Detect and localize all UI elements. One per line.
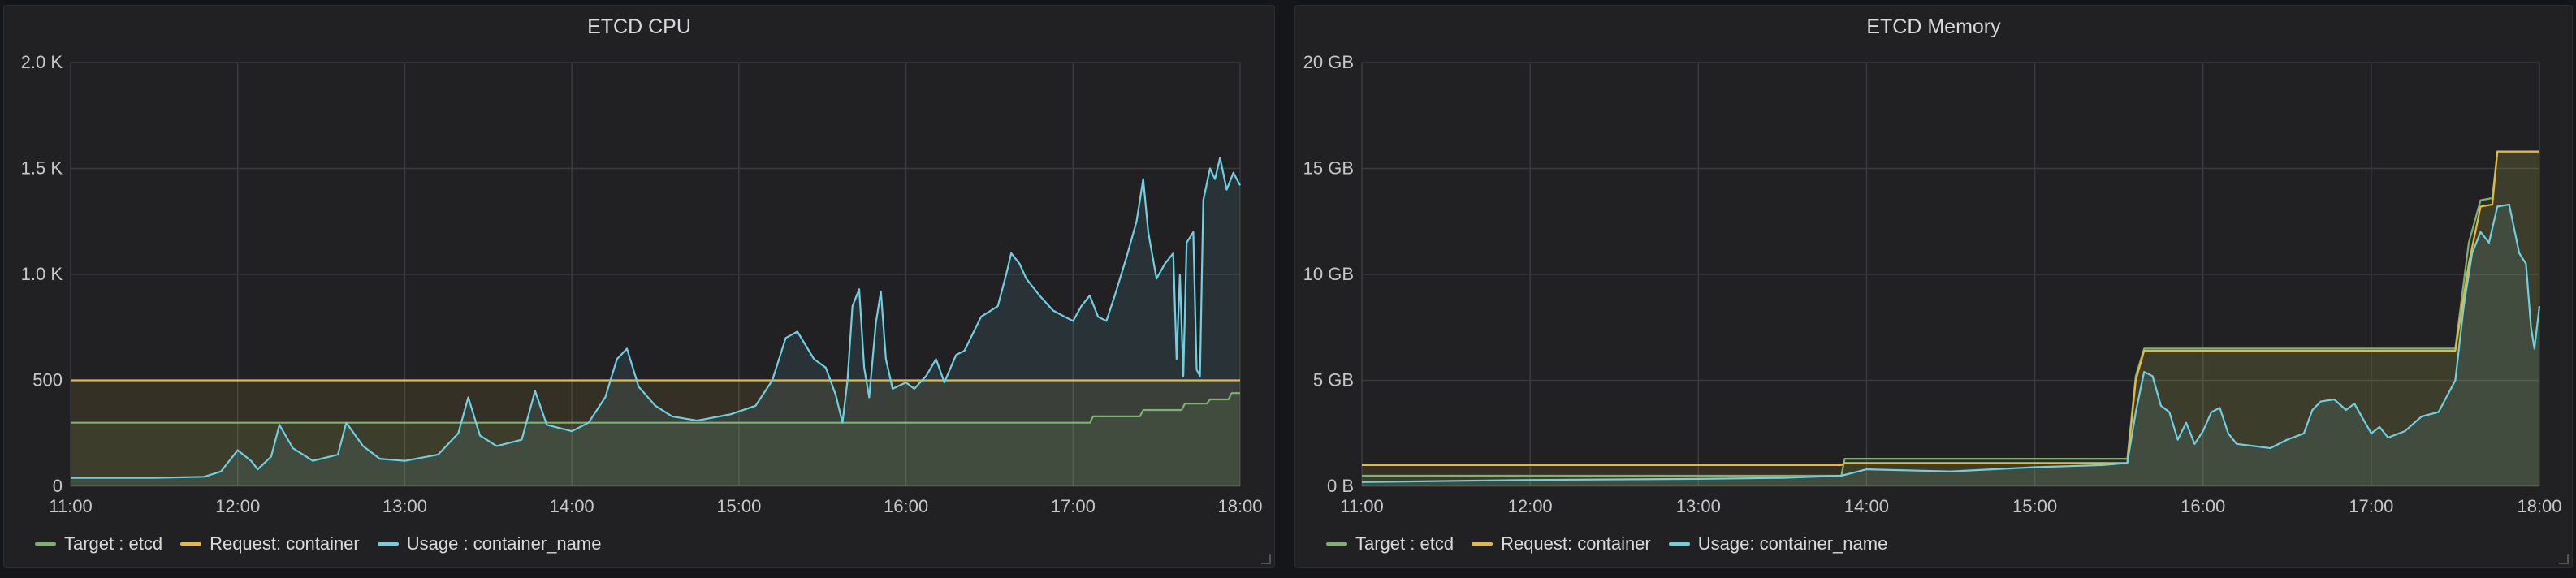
legend-swatch-request [1472, 542, 1493, 546]
legend-label: Target : etcd [64, 533, 163, 554]
series-area-usage [1362, 204, 2539, 486]
legend-swatch-target [35, 542, 56, 546]
series-area-request [1362, 151, 2539, 486]
y-tick-label: 5 GB [1313, 370, 1354, 390]
legend-swatch-request [180, 542, 202, 546]
x-tick-label: 17:00 [1051, 496, 1096, 516]
x-tick-label: 16:00 [2181, 496, 2225, 516]
series-area-request [71, 380, 1240, 486]
etcd-cpu-chart: 0 500 1.0 K 1.5 K 2.0 K 11:00 12:00 13:00 14:00 1… [21, 52, 1263, 516]
series-line-target[interactable] [71, 392, 1240, 424]
x-tick-label: 13:00 [383, 496, 427, 516]
legend-label: Usage : container_name [406, 533, 602, 554]
y-tick-label: 500 [32, 370, 63, 390]
x-tick-label: 14:00 [1844, 496, 1889, 516]
legend-label: Request: container [210, 533, 360, 554]
etcd-memory-panel: ETCD Memory 0 B 5 GB 10 GB 15 GB 20 GB 11:00 1… [1294, 5, 2573, 568]
series-line-usage[interactable] [71, 157, 1241, 479]
x-tick-label: 15:00 [716, 496, 761, 516]
x-tick-label: 18:00 [1217, 496, 1262, 516]
legend: Target : etcd Request: container Usage: … [1326, 533, 1887, 554]
x-tick-label: 18:00 [2517, 496, 2561, 516]
series-area-target [1362, 151, 2539, 486]
y-tick-label: 10 GB [1303, 264, 1354, 284]
y-tick-label: 15 GB [1303, 158, 1354, 179]
legend-swatch-usage [1668, 542, 1690, 546]
series-area-usage [71, 157, 1240, 486]
legend-swatch-target [1326, 542, 1347, 546]
legend-label: Request: container [1501, 533, 1651, 554]
etcd-cpu-panel: ETCD CPU 0 500 1.0 K 1.5 K 2.0 K 11:00 12:00 13… [3, 5, 1275, 568]
x-tick-label: 15:00 [2012, 496, 2057, 516]
legend-swatch-usage [377, 542, 399, 546]
panel-title[interactable]: ETCD CPU [587, 15, 691, 38]
legend-item-target[interactable]: Target : etcd [1326, 533, 1454, 554]
resize-handle-icon[interactable] [1261, 554, 1271, 564]
legend-label: Target : etcd [1355, 533, 1454, 554]
y-tick-label: 0 B [1327, 476, 1354, 496]
x-tick-label: 12:00 [215, 496, 260, 516]
x-tick-label: 17:00 [2349, 496, 2393, 516]
legend-item-usage[interactable]: Usage : container_name [377, 533, 602, 554]
legend-item-request[interactable]: Request: container [1472, 533, 1651, 554]
y-tick-label: 2.0 K [21, 52, 63, 72]
legend-item-target[interactable]: Target : etcd [35, 533, 162, 554]
etcd-memory-chart: 0 B 5 GB 10 GB 15 GB 20 GB 11:00 12:00 13:00 14:… [1303, 52, 2562, 516]
legend-item-usage[interactable]: Usage: container_name [1668, 533, 1888, 554]
series-line-request[interactable] [1362, 150, 2539, 466]
y-tick-label: 20 GB [1303, 52, 1354, 72]
x-tick-label: 11:00 [49, 496, 92, 516]
y-tick-label: 0 [53, 476, 63, 496]
x-tick-label: 12:00 [1508, 496, 1553, 516]
x-tick-label: 16:00 [884, 496, 928, 516]
legend-item-request[interactable]: Request: container [180, 533, 360, 554]
panel-title[interactable]: ETCD Memory [1866, 15, 2001, 38]
series-line-usage[interactable] [1361, 203, 2541, 483]
y-tick-label: 1.0 K [21, 264, 63, 284]
y-tick-label: 1.5 K [21, 158, 63, 179]
legend-label: Usage: container_name [1697, 533, 1888, 554]
x-tick-label: 14:00 [550, 496, 594, 516]
legend: Target : etcd Request: container Usage :… [35, 533, 601, 554]
x-tick-label: 11:00 [1340, 496, 1383, 516]
x-tick-label: 13:00 [1676, 496, 1721, 516]
series-area-target [71, 393, 1240, 486]
resize-handle-icon[interactable] [2559, 554, 2569, 564]
